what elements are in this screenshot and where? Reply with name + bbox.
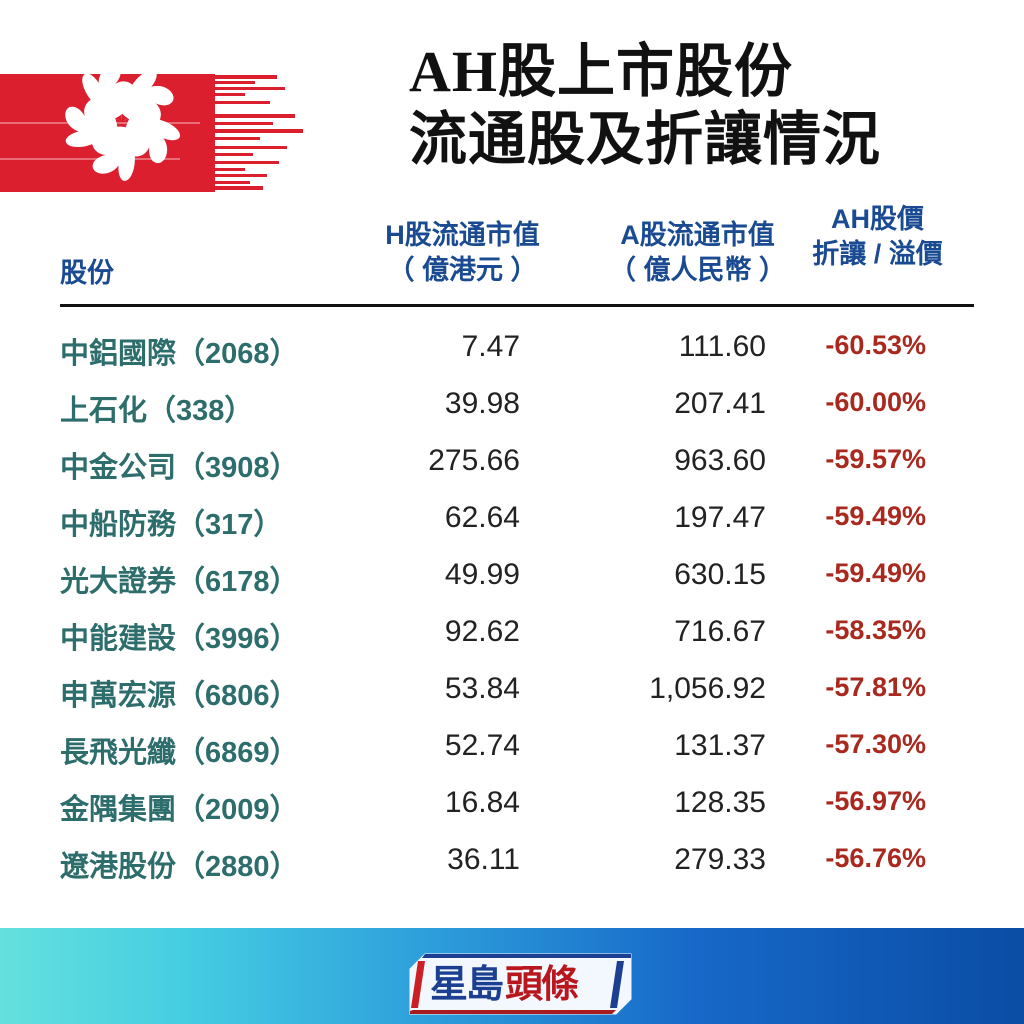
svg-text:星島: 星島	[430, 964, 503, 1006]
svg-text:頭條: 頭條	[505, 964, 579, 1006]
